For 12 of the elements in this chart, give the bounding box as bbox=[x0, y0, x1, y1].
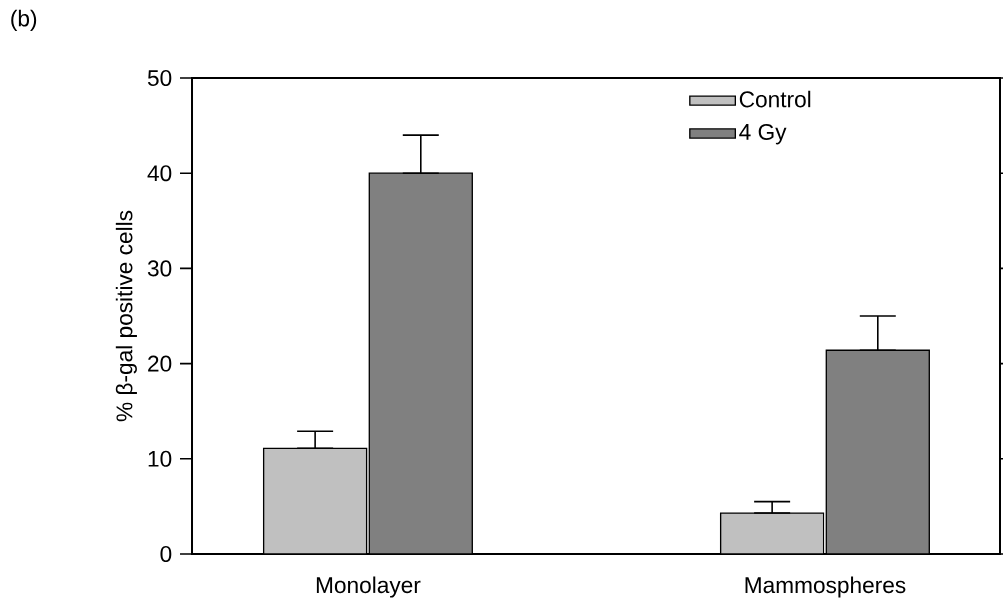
x-tick-label: Monolayer bbox=[316, 576, 421, 598]
y-tick-label: 50 bbox=[147, 69, 172, 87]
y-tick-label: 10 bbox=[148, 450, 172, 467]
y-tick-label: 30 bbox=[147, 260, 172, 277]
legend-label: Control bbox=[739, 90, 811, 108]
y-tick-label: 40 bbox=[147, 165, 172, 182]
y-tick-label: 20 bbox=[148, 355, 172, 372]
legend-label: 4 Gy bbox=[739, 123, 787, 145]
y-tick-label: 0 bbox=[160, 545, 172, 563]
y-axis-title: % β-gal positive cells bbox=[115, 210, 137, 422]
x-tick-label: Mammospheres bbox=[745, 576, 906, 598]
text: (b) bbox=[11, 9, 37, 31]
